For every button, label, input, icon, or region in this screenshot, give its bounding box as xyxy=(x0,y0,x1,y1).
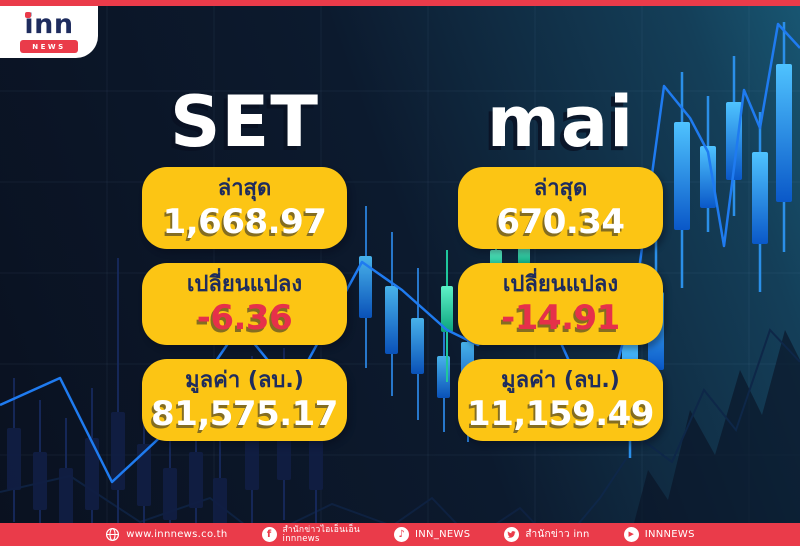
set-title: SET xyxy=(170,81,319,163)
footer-facebook-text: สำนักข่าวไอเอ็นเอ็น innnews xyxy=(282,524,361,544)
footer-twitter: สำนักข่าว inn xyxy=(504,527,589,542)
logo-news-badge: NEWS xyxy=(20,40,78,53)
mai-column: mai ล่าสุด 670.34 เปลี่ยนแปลง -14.91 มูล… xyxy=(458,84,663,455)
set-change-value: -6.36 xyxy=(196,297,293,338)
set-turnover-card: มูลค่า (ลบ.) 81,575.17 xyxy=(142,359,347,441)
footer-website: www.innnews.co.th xyxy=(105,527,227,542)
footer-youtube-text: INNNEWS xyxy=(644,529,695,540)
mai-title: mai xyxy=(486,81,635,163)
twitter-icon xyxy=(504,527,520,542)
footer-youtube: ▶ INNNEWS xyxy=(623,527,695,542)
set-column: SET ล่าสุด 1,668.97 เปลี่ยนแปลง -6.36 มู… xyxy=(142,84,347,455)
mai-latest-value: 670.34 xyxy=(496,201,625,242)
mai-change-label: เปลี่ยนแปลง xyxy=(502,272,619,298)
tiktok-icon: ♪ xyxy=(394,527,410,542)
mai-change-value: -14.91 xyxy=(501,297,620,338)
footer-social-bar: www.innnews.co.th f สำนักข่าวไอเอ็นเอ็น … xyxy=(0,523,800,546)
set-latest-value: 1,668.97 xyxy=(162,201,327,242)
mountain-silhouette xyxy=(628,330,800,546)
facebook-icon: f xyxy=(261,527,277,542)
center-blue-candles xyxy=(359,206,474,442)
footer-tiktok: ♪ INN_NEWS xyxy=(394,527,470,542)
mai-latest-label: ล่าสุด xyxy=(533,176,588,202)
globe-icon xyxy=(105,527,120,542)
mai-latest-card: ล่าสุด 670.34 xyxy=(458,167,663,249)
mai-turnover-value: 11,159.49 xyxy=(467,393,654,434)
inn-news-logo: inn NEWS xyxy=(0,6,98,58)
set-change-card: เปลี่ยนแปลง -6.36 xyxy=(142,263,347,345)
youtube-icon: ▶ xyxy=(623,527,639,542)
mai-turnover-card: มูลค่า (ลบ.) 11,159.49 xyxy=(458,359,663,441)
top-red-strip xyxy=(0,0,800,6)
set-latest-label: ล่าสุด xyxy=(217,176,272,202)
dark-candles xyxy=(7,258,323,546)
set-latest-card: ล่าสุด 1,668.97 xyxy=(142,167,347,249)
mai-change-card: เปลี่ยนแปลง -14.91 xyxy=(458,263,663,345)
footer-facebook: f สำนักข่าวไอเอ็นเอ็น innnews xyxy=(261,524,361,544)
logo-brand-text: inn xyxy=(24,9,74,40)
set-change-label: เปลี่ยนแปลง xyxy=(186,272,303,298)
set-turnover-label: มูลค่า (ลบ.) xyxy=(185,368,304,394)
dark-trend-line-right xyxy=(559,328,800,546)
footer-tiktok-text: INN_NEWS xyxy=(415,529,471,540)
mai-turnover-label: มูลค่า (ลบ.) xyxy=(501,368,620,394)
set-turnover-value: 81,575.17 xyxy=(151,393,338,434)
footer-twitter-text: สำนักข่าว inn xyxy=(525,529,590,540)
footer-website-text: www.innnews.co.th xyxy=(126,529,228,540)
